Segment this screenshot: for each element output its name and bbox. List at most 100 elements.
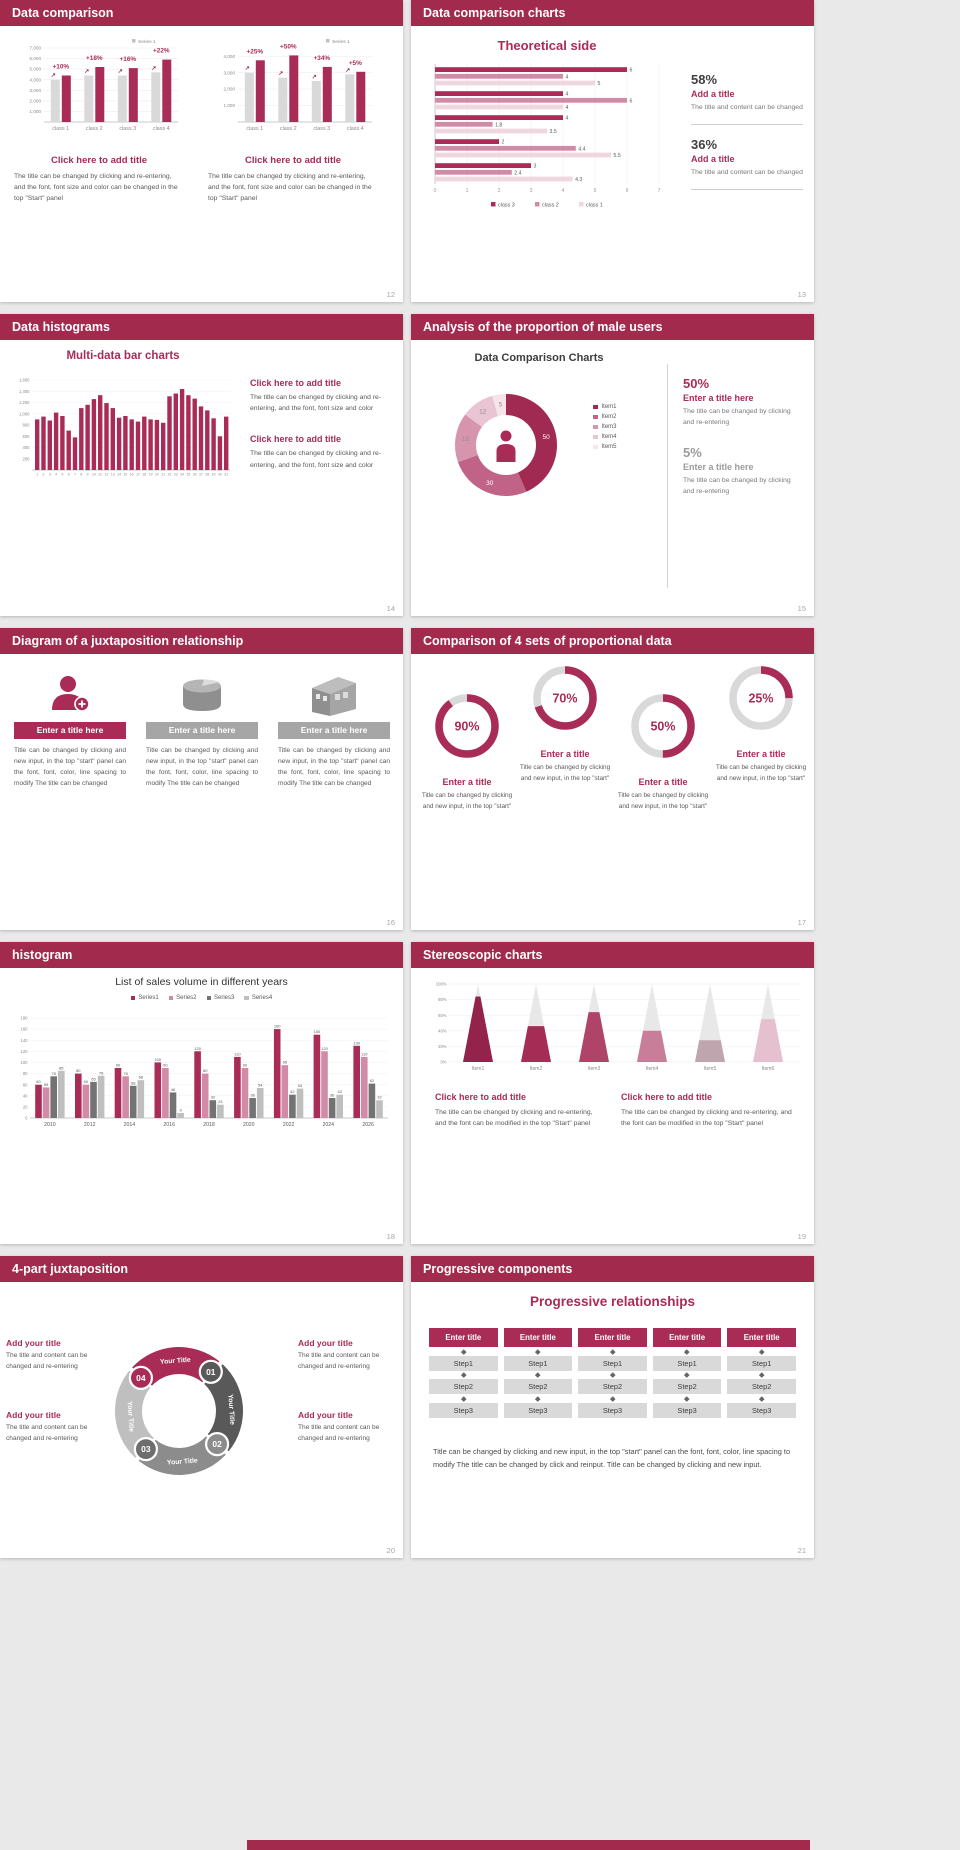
svg-text:01: 01 xyxy=(206,1367,216,1377)
svg-text:76: 76 xyxy=(99,1070,104,1075)
svg-text:5: 5 xyxy=(61,473,63,477)
svg-text:120: 120 xyxy=(321,1046,328,1051)
svg-text:60: 60 xyxy=(84,1079,89,1084)
icon-box xyxy=(278,668,390,722)
legend-item: Item5 xyxy=(593,444,617,450)
svg-text:9: 9 xyxy=(179,1108,182,1113)
svg-text:+5%: +5% xyxy=(349,60,362,67)
ring-column: 90% Enter a title Title can be changed b… xyxy=(421,690,513,812)
svg-text:120: 120 xyxy=(194,1046,201,1051)
slide-20[interactable]: 4-part juxtaposition Your Title Your Titl… xyxy=(0,1256,403,1558)
svg-text:30: 30 xyxy=(218,473,222,477)
svg-text:32: 32 xyxy=(211,1095,216,1100)
vertical-divider xyxy=(667,364,668,588)
grouped-bar-chart: Series 1 7,000 6,000 5,000 4,000 3,000 2,000 1,… xyxy=(14,36,184,145)
svg-text:36: 36 xyxy=(250,1093,255,1098)
svg-text:90: 90 xyxy=(243,1063,248,1068)
svg-text:1,000: 1,000 xyxy=(19,411,30,416)
slide-title: histogram xyxy=(12,948,73,962)
svg-text:5.5: 5.5 xyxy=(614,153,621,159)
svg-text:200: 200 xyxy=(23,456,31,461)
legend-swatch xyxy=(130,995,136,1001)
svg-text:2016: 2016 xyxy=(163,1122,175,1128)
svg-text:4: 4 xyxy=(55,473,57,477)
legend-item: Series3 xyxy=(206,995,234,1001)
slide-title: Stereoscopic charts xyxy=(423,948,543,962)
svg-text:2: 2 xyxy=(43,473,45,477)
connector-diamond-icon xyxy=(759,1395,765,1401)
enter-title-box: Enter title xyxy=(578,1328,647,1347)
stat-block: 50% Enter a title here The title can be … xyxy=(683,376,801,429)
svg-text:24: 24 xyxy=(218,1099,223,1104)
slide-21[interactable]: Progressive components Progressive relat… xyxy=(411,1256,814,1558)
slide-17[interactable]: Comparison of 4 sets of proportional dat… xyxy=(411,628,814,930)
slide-18-title-bar: histogram xyxy=(0,942,403,968)
connector-diamond-icon xyxy=(460,1372,466,1378)
slide-20-title-bar: 4-part juxtaposition xyxy=(0,1256,403,1282)
svg-text:120: 120 xyxy=(21,1049,29,1054)
ring-title: Enter a title xyxy=(736,749,786,759)
ring-column: 50% Enter a title Title can be changed b… xyxy=(617,690,709,812)
svg-text:62: 62 xyxy=(370,1078,375,1083)
connector-diamond-icon xyxy=(759,1372,765,1378)
step-box: Step1 xyxy=(578,1355,647,1371)
legend-swatch xyxy=(168,995,174,1001)
slide-16-title-bar: Diagram of a juxtaposition relationship xyxy=(0,628,403,654)
panel-title: Click here to add title xyxy=(50,155,148,166)
steps-grid: Enter title Step1 Step2 Step3 Enter titl… xyxy=(429,1328,796,1418)
svg-text:50%: 50% xyxy=(650,720,675,734)
svg-text:+50%: +50% xyxy=(280,43,297,50)
svg-text:class 1: class 1 xyxy=(52,126,69,132)
svg-text:3,000: 3,000 xyxy=(30,88,42,93)
svg-text:4.4: 4.4 xyxy=(578,146,585,152)
juxtaposition-item: Enter a title here Title can be changed … xyxy=(146,668,258,790)
page-number: 18 xyxy=(386,1232,395,1241)
svg-text:4: 4 xyxy=(566,116,569,122)
text-blocks: Click here to add title The title can be… xyxy=(250,378,392,491)
svg-text:4: 4 xyxy=(566,105,569,111)
slide-19[interactable]: Stereoscopic charts 100% 80% 60% 40% 20% 0% It… xyxy=(411,942,814,1244)
slide-title: Data comparison charts xyxy=(423,6,566,20)
svg-text:2018: 2018 xyxy=(203,1122,215,1128)
slide-title: 4-part juxtaposition xyxy=(12,1262,128,1276)
chart-panel: Series 1 4,000 3,000 2,000 1,000 ↗ +25% class 1… xyxy=(208,36,378,205)
block-title: Click here to add title xyxy=(250,378,342,388)
svg-text:18: 18 xyxy=(462,436,470,443)
svg-text:class 2: class 2 xyxy=(542,203,559,209)
svg-text:+18%: +18% xyxy=(86,55,103,62)
svg-text:04: 04 xyxy=(136,1373,146,1383)
svg-text:24: 24 xyxy=(180,473,184,477)
connector-diamond-icon xyxy=(684,1348,690,1354)
svg-text:160: 160 xyxy=(274,1024,281,1029)
svg-text:100: 100 xyxy=(154,1057,161,1062)
slide-18[interactable]: histogram List of sales volume in differ… xyxy=(0,942,403,1244)
svg-text:6: 6 xyxy=(630,68,633,74)
svg-text:90: 90 xyxy=(163,1063,168,1068)
stat-block: 36% Add a title The title and content ca… xyxy=(691,137,803,190)
slide-16[interactable]: Diagram of a juxtaposition relationship … xyxy=(0,628,403,930)
svg-text:30: 30 xyxy=(486,480,494,487)
svg-text:5: 5 xyxy=(499,402,503,409)
stat-body: The title can be changed by clicking and… xyxy=(683,476,791,495)
slide-13[interactable]: Data comparison charts Theoretical side … xyxy=(411,0,814,302)
slide-19-body: 100% 80% 60% 40% 20% 0% Item1 Item2 Item3 Item4 It… xyxy=(411,968,814,1244)
legend-swatch xyxy=(593,444,598,450)
slide-12[interactable]: Data comparison Series 1 7,000 6,000 5,000 4… xyxy=(0,0,403,302)
svg-text:20%: 20% xyxy=(438,1044,447,1049)
svg-text:21: 21 xyxy=(161,473,165,477)
page-number: 16 xyxy=(386,918,395,927)
block-title: Click here to add title xyxy=(621,1092,713,1102)
step-box: Step3 xyxy=(652,1402,722,1418)
svg-text:Your Title: Your Title xyxy=(160,1357,191,1366)
block-title: Add your title xyxy=(6,1338,61,1348)
item-body: Title can be changed by clicking and new… xyxy=(14,747,126,787)
svg-text:40%: 40% xyxy=(438,1028,447,1033)
svg-text:54: 54 xyxy=(258,1083,263,1088)
block-body: The title can be changed by clicking and… xyxy=(435,1109,593,1128)
svg-text:7,000: 7,000 xyxy=(30,46,42,51)
grouped-bar-chart: Series 1 4,000 3,000 2,000 1,000 ↗ +25% class 1… xyxy=(208,36,378,145)
connector-diamond-icon xyxy=(759,1348,765,1354)
slide-14[interactable]: Data histograms Multi-data bar charts 1,… xyxy=(0,314,403,616)
svg-text:7: 7 xyxy=(658,188,661,194)
slide-15[interactable]: Analysis of the proportion of male users… xyxy=(411,314,814,616)
